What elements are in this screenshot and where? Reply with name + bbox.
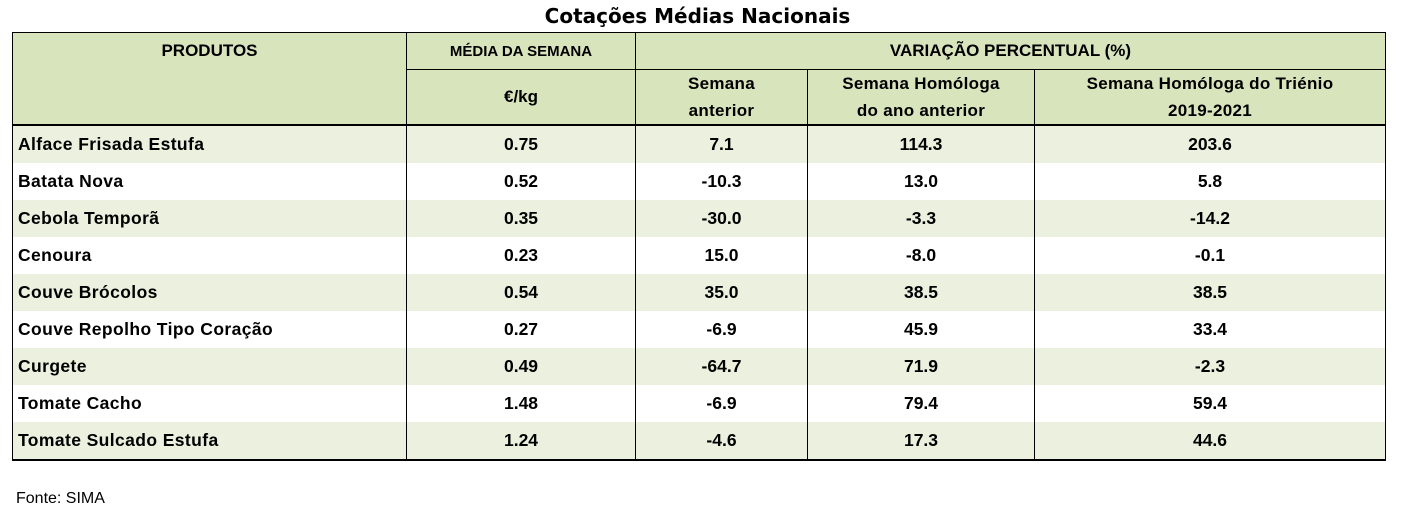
homologa-trienio-cell: 59.4 <box>1034 385 1386 422</box>
header-media-semana: MÉDIA DA SEMANA <box>406 32 636 70</box>
table-row: Curgete 0.49 -64.7 71.9 -2.3 <box>12 348 1386 385</box>
semana-anterior-cell: -6.9 <box>635 385 808 422</box>
semana-homologa-cell: 17.3 <box>807 422 1035 461</box>
header-semana-anterior-line2: anterior <box>688 101 755 120</box>
table-title: Cotações Médias Nacionais <box>544 4 851 28</box>
product-name-cell: Cenoura <box>12 237 407 274</box>
semana-anterior-cell: -10.3 <box>635 163 808 200</box>
prices-table: PRODUTOS MÉDIA DA SEMANA VARIAÇÃO PERCEN… <box>12 32 1386 461</box>
homologa-trienio-cell: 203.6 <box>1034 124 1386 163</box>
header-variacao-percentual: VARIAÇÃO PERCENTUAL (%) <box>635 32 1386 70</box>
table-row: Cebola Temporã 0.35 -30.0 -3.3 -14.2 <box>12 200 1386 237</box>
product-name-cell: Couve Brócolos <box>12 274 407 311</box>
header-homologa-trienio: Semana Homóloga do Triénio 2019-2021 <box>1034 69 1386 126</box>
semana-homologa-cell: 79.4 <box>807 385 1035 422</box>
product-name-cell: Tomate Sulcado Estufa <box>12 422 407 461</box>
semana-homologa-cell: 13.0 <box>807 163 1035 200</box>
semana-anterior-cell: -4.6 <box>635 422 808 461</box>
table-row: Cenoura 0.23 15.0 -8.0 -0.1 <box>12 237 1386 274</box>
header-homologa-trienio-line2: 2019-2021 <box>1168 101 1252 120</box>
table-row: Couve Repolho Tipo Coração 0.27 -6.9 45.9 33… <box>12 311 1386 348</box>
media-semana-cell: 0.54 <box>406 274 636 311</box>
media-semana-cell: 1.24 <box>406 422 636 461</box>
semana-homologa-cell: 45.9 <box>807 311 1035 348</box>
semana-homologa-cell: 71.9 <box>807 348 1035 385</box>
homologa-trienio-cell: 44.6 <box>1034 422 1386 461</box>
media-semana-cell: 0.35 <box>406 200 636 237</box>
header-semana-homologa-line1: Semana Homóloga <box>842 74 1000 93</box>
homologa-trienio-cell: -2.3 <box>1034 348 1386 385</box>
product-name-cell: Tomate Cacho <box>12 385 407 422</box>
media-semana-cell: 0.23 <box>406 237 636 274</box>
semana-homologa-cell: -3.3 <box>807 200 1035 237</box>
semana-anterior-cell: 15.0 <box>635 237 808 274</box>
table-row: Tomate Sulcado Estufa 1.24 -4.6 17.3 44.6 <box>12 422 1386 461</box>
product-name-cell: Batata Nova <box>12 163 407 200</box>
homologa-trienio-cell: 5.8 <box>1034 163 1386 200</box>
semana-homologa-cell: 38.5 <box>807 274 1035 311</box>
semana-anterior-cell: -30.0 <box>635 200 808 237</box>
header-semana-anterior: Semana anterior <box>635 69 808 126</box>
header-semana-homologa-line2: do ano anterior <box>856 101 986 120</box>
table-row: Alface Frisada Estufa 0.75 7.1 114.3 203.6 <box>12 124 1386 163</box>
header-produtos: PRODUTOS <box>12 32 407 126</box>
product-name-cell: Couve Repolho Tipo Coração <box>12 311 407 348</box>
table-row: Tomate Cacho 1.48 -6.9 79.4 59.4 <box>12 385 1386 422</box>
header-semana-homologa: Semana Homóloga do ano anterior <box>807 69 1035 126</box>
header-homologa-trienio-line1: Semana Homóloga do Triénio <box>1086 74 1334 93</box>
media-semana-cell: 1.48 <box>406 385 636 422</box>
source-note: Fonte: SIMA <box>16 490 105 507</box>
table-row: Batata Nova 0.52 -10.3 13.0 5.8 <box>12 163 1386 200</box>
media-semana-cell: 0.49 <box>406 348 636 385</box>
product-name-cell: Cebola Temporã <box>12 200 407 237</box>
semana-homologa-cell: -8.0 <box>807 237 1035 274</box>
homologa-trienio-cell: 38.5 <box>1034 274 1386 311</box>
semana-anterior-cell: 35.0 <box>635 274 808 311</box>
media-semana-cell: 0.52 <box>406 163 636 200</box>
semana-anterior-cell: -64.7 <box>635 348 808 385</box>
semana-homologa-cell: 114.3 <box>807 124 1035 163</box>
product-name-cell: Curgete <box>12 348 407 385</box>
homologa-trienio-cell: -0.1 <box>1034 237 1386 274</box>
semana-anterior-cell: 7.1 <box>635 124 808 163</box>
media-semana-cell: 0.27 <box>406 311 636 348</box>
media-semana-cell: 0.75 <box>406 124 636 163</box>
semana-anterior-cell: -6.9 <box>635 311 808 348</box>
header-unit: €/kg <box>406 69 636 126</box>
homologa-trienio-cell: -14.2 <box>1034 200 1386 237</box>
homologa-trienio-cell: 33.4 <box>1034 311 1386 348</box>
header-semana-anterior-line1: Semana <box>687 74 755 93</box>
product-name-cell: Alface Frisada Estufa <box>12 124 407 163</box>
table-row: Couve Brócolos 0.54 35.0 38.5 38.5 <box>12 274 1386 311</box>
